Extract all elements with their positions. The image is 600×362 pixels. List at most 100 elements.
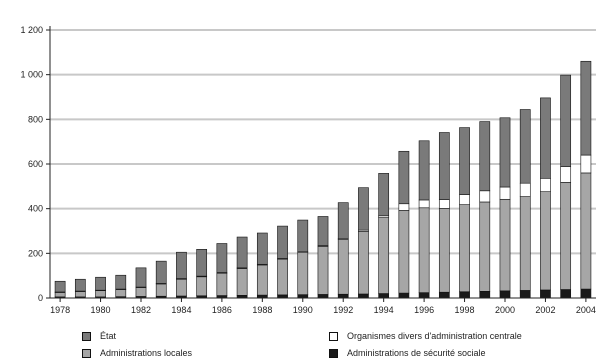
bar-2003-series-2 xyxy=(560,166,572,183)
bar-1992-series-0 xyxy=(337,293,349,299)
x-tick-label-2000: 2000 xyxy=(495,305,515,315)
legend-item-apul: Administrations locales xyxy=(82,348,192,358)
bar-1993-series-3 xyxy=(358,187,369,231)
legend-label-etat: État xyxy=(100,331,117,341)
x-tick-label-1980: 1980 xyxy=(91,305,111,315)
x-tick-label-1994: 1994 xyxy=(374,305,394,315)
legend-swatch-asso xyxy=(329,348,338,358)
bar-1997-series-1 xyxy=(438,208,450,293)
bar-1993-series-1 xyxy=(358,231,369,295)
bar-1980-series-1 xyxy=(95,290,106,298)
x-tick-label-1992: 1992 xyxy=(333,305,353,315)
y-tick-label-400: 400 xyxy=(28,204,43,214)
bar-2004-series-3 xyxy=(580,60,592,156)
bar-2002-series-1 xyxy=(540,191,551,291)
bar-1978-series-1 xyxy=(54,292,66,298)
y-tick-label-800: 800 xyxy=(28,114,43,124)
bar-1985-series-1 xyxy=(196,276,208,297)
x-tick-label-1986: 1986 xyxy=(212,305,232,315)
y-tick-label-1000: 1 000 xyxy=(20,70,43,80)
bar-1980-series-3 xyxy=(95,276,106,291)
bar-1987-series-1 xyxy=(236,268,248,296)
legend-swatch-etat xyxy=(82,331,91,341)
bar-1992-series-3 xyxy=(337,202,349,239)
bar-1998-series-3 xyxy=(459,127,470,195)
bar-2001-series-3 xyxy=(519,109,531,184)
bar-1996-series-0 xyxy=(418,292,430,299)
y-tick-label-200: 200 xyxy=(28,248,43,258)
bar-1990-series-0 xyxy=(297,294,309,299)
bar-2003-series-1 xyxy=(560,182,572,290)
bar-1991-series-3 xyxy=(317,216,329,246)
bar-2004-series-2 xyxy=(580,154,592,174)
bar-2002-series-2 xyxy=(540,177,551,192)
bar-1999-series-2 xyxy=(479,190,491,203)
bar-2001-series-0 xyxy=(519,290,531,299)
bar-1979-series-1 xyxy=(74,291,86,298)
x-tick-label-2002: 2002 xyxy=(535,305,555,315)
x-tick-label-2004: 2004 xyxy=(576,305,596,315)
bar-1986-series-1 xyxy=(216,272,228,296)
bar-1999-series-1 xyxy=(479,201,491,292)
bar-1998-series-1 xyxy=(459,204,470,293)
bar-1995-series-0 xyxy=(398,292,410,299)
bar-1991-series-1 xyxy=(317,246,329,295)
bar-1981-series-3 xyxy=(115,274,127,290)
bar-1988-series-3 xyxy=(256,232,268,265)
bar-2001-series-2 xyxy=(519,182,531,197)
bar-1984-series-1 xyxy=(176,278,187,297)
bar-1997-series-2 xyxy=(438,199,450,209)
bar-1995-series-3 xyxy=(398,150,410,205)
bar-2002-series-0 xyxy=(540,289,551,299)
x-tick-label-1978: 1978 xyxy=(50,305,70,315)
bar-1998-series-2 xyxy=(459,194,470,205)
bar-2003-series-0 xyxy=(560,289,572,299)
x-tick-label-1984: 1984 xyxy=(171,305,191,315)
bar-1999-series-0 xyxy=(479,290,491,299)
bar-1991-series-0 xyxy=(317,294,329,299)
bar-1988-series-1 xyxy=(256,264,268,296)
bar-2000-series-0 xyxy=(499,290,511,299)
legend-label-apul: Administrations locales xyxy=(100,348,193,358)
bar-1979-series-3 xyxy=(74,278,86,292)
x-tick-label-1988: 1988 xyxy=(252,305,272,315)
bar-1984-series-3 xyxy=(176,251,187,279)
bar-1990-series-1 xyxy=(297,251,309,295)
bar-1990-series-3 xyxy=(297,219,309,252)
bar-1997-series-0 xyxy=(438,291,450,299)
legend-item-asso: Administrations de sécurité sociale xyxy=(329,348,486,358)
bar-1983-series-3 xyxy=(155,260,167,284)
bar-2004-series-1 xyxy=(580,172,592,290)
bar-1982-series-3 xyxy=(135,267,147,288)
y-tick-label-1200: 1 200 xyxy=(20,25,43,35)
x-tick-label-1990: 1990 xyxy=(293,305,313,315)
bar-1996-series-1 xyxy=(418,207,430,293)
bar-1986-series-3 xyxy=(216,243,228,273)
chart-svg: 0 200 400 600 800 1 000 1 200 1978 1980 1982 1984 1… xyxy=(20,25,596,315)
bar-1994-series-0 xyxy=(378,293,390,299)
bar-1993-series-0 xyxy=(358,293,369,299)
legend-label-odac: Organismes divers d'administration centr… xyxy=(347,331,522,341)
legend-item-etat: État xyxy=(82,331,116,341)
bar-1989-series-1 xyxy=(277,258,288,296)
bar-1999-series-3 xyxy=(479,121,491,192)
bar-2003-series-3 xyxy=(560,74,572,167)
bar-1995-series-1 xyxy=(398,210,410,294)
legend-item-odac: Organismes divers d'administration centr… xyxy=(329,331,522,341)
x-tick-label-1982: 1982 xyxy=(131,305,151,315)
legend-label-asso: Administrations de sécurité sociale xyxy=(347,348,486,358)
bar-1997-series-3 xyxy=(438,132,450,200)
chart-legend: État Organismes divers d'administration … xyxy=(82,328,600,362)
bar-1981-series-1 xyxy=(115,289,127,297)
bar-1994-series-3 xyxy=(378,173,390,217)
bar-1985-series-3 xyxy=(196,249,208,277)
bar-1995-series-2 xyxy=(398,203,410,211)
y-tick-label-600: 600 xyxy=(28,159,43,169)
bar-2000-series-2 xyxy=(499,186,511,200)
bar-1998-series-0 xyxy=(459,291,470,299)
bar-1996-series-3 xyxy=(418,140,430,201)
bar-2000-series-3 xyxy=(499,117,511,188)
bar-1987-series-3 xyxy=(236,236,248,269)
bar-1982-series-1 xyxy=(135,287,147,297)
